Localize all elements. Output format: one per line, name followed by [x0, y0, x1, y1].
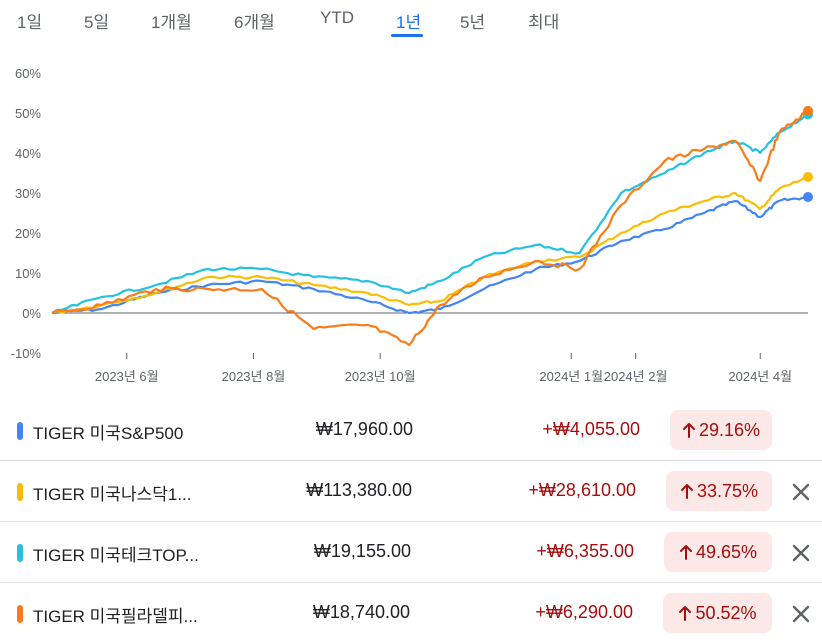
tab-1[interactable]: 5일	[84, 13, 110, 32]
comparison-row[interactable]: TIGER 미국테크TOP... ₩19,155.00 +₩6,355.00 49.6…	[0, 522, 822, 583]
y-tick-label: 0%	[22, 306, 41, 321]
tab-0[interactable]: 1일	[17, 13, 43, 32]
y-tick-label: 30%	[15, 186, 41, 201]
y-tick-label: 10%	[15, 266, 41, 281]
tab-4[interactable]: YTD	[320, 8, 354, 27]
series-color-swatch	[17, 483, 23, 501]
percent-change-value: 29.16%	[698, 419, 761, 440]
close-icon[interactable]	[788, 479, 814, 505]
security-name: TIGER 미국S&P500	[33, 424, 184, 443]
current-price: ₩19,155.00	[313, 541, 411, 561]
series-end-marker	[803, 192, 813, 202]
tab-5[interactable]: 1년	[396, 13, 422, 32]
percent-change-value: 50.52%	[695, 602, 757, 623]
y-tick-label: 40%	[15, 146, 41, 161]
percent-change-badge: 29.16%	[670, 410, 772, 450]
series-color-swatch	[17, 544, 23, 562]
series-line	[51, 109, 809, 347]
price-comparison-chart: 60% 50% 40% 30% 20% 10% 0% -10% 2023년 6월 2023년 8월…	[11, 66, 813, 384]
comparison-row[interactable]: TIGER 미국필라델피... ₩18,740.00 +₩6,290.00 50.52…	[0, 583, 822, 643]
price-change: +₩28,610.00	[528, 480, 636, 500]
x-tick-label: 2023년 10월	[345, 369, 416, 384]
time-range-tabs: 1일 5일 1개월 6개월 YTD 1년 5년 최대	[0, 0, 822, 40]
y-tick-label: 60%	[15, 66, 41, 81]
security-name: TIGER 미국테크TOP...	[33, 546, 199, 565]
current-price: ₩17,960.00	[315, 419, 413, 439]
series-color-swatch	[17, 605, 23, 623]
percent-change-value: 49.65%	[695, 541, 758, 562]
active-tab-indicator	[391, 34, 423, 37]
percent-change-badge: 50.52%	[663, 593, 772, 633]
price-change: +₩4,055.00	[542, 419, 640, 439]
y-tick-label: 20%	[15, 226, 41, 241]
tab-7[interactable]: 최대	[528, 13, 560, 32]
arrow-up-icon	[679, 545, 692, 560]
price-change: +₩6,355.00	[536, 541, 634, 561]
arrow-up-icon	[679, 606, 692, 621]
comparison-row[interactable]: TIGER 미국나스닥1... ₩113,380.00 +₩28,610.00 33.…	[0, 461, 822, 522]
close-icon[interactable]	[788, 601, 814, 627]
comparison-row[interactable]: TIGER 미국S&P500 ₩17,960.00 +₩4,055.00 29.16%	[0, 400, 822, 461]
series-end-marker	[803, 172, 813, 182]
security-name: TIGER 미국필라델피...	[33, 607, 198, 626]
x-tick-label: 2024년 1월	[539, 369, 603, 384]
y-tick-label: -10%	[11, 346, 42, 361]
tab-3[interactable]: 6개월	[234, 13, 275, 32]
arrow-up-icon	[682, 423, 695, 438]
series-line	[51, 195, 809, 315]
x-tick-label: 2024년 2월	[604, 369, 668, 384]
arrow-up-icon	[680, 484, 693, 499]
x-tick-label: 2023년 8월	[222, 369, 286, 384]
series-color-swatch	[17, 422, 23, 440]
current-price: ₩113,380.00	[306, 480, 412, 500]
x-tick-label: 2023년 6월	[95, 369, 159, 384]
price-change: +₩6,290.00	[535, 602, 633, 622]
close-icon[interactable]	[788, 540, 814, 566]
percent-change-value: 33.75%	[696, 480, 759, 501]
series-line	[51, 113, 809, 314]
series-end-marker	[803, 105, 813, 116]
current-price: ₩18,740.00	[312, 602, 410, 622]
y-tick-label: 50%	[15, 106, 41, 121]
percent-change-badge: 49.65%	[664, 532, 772, 572]
tab-2[interactable]: 1개월	[151, 13, 192, 32]
percent-change-badge: 33.75%	[666, 471, 772, 511]
security-name: TIGER 미국나스닥1...	[33, 485, 192, 504]
x-tick-label: 2024년 4월	[728, 369, 792, 384]
tab-6[interactable]: 5년	[460, 13, 486, 32]
